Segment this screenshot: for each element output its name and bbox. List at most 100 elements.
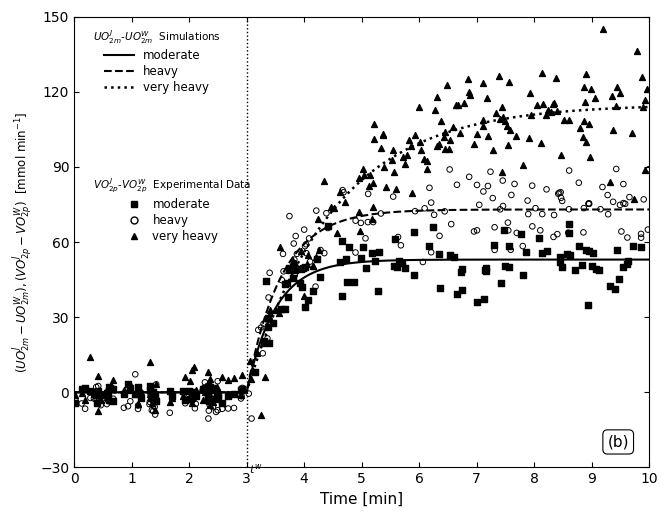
Point bbox=[472, 130, 482, 138]
Point bbox=[462, 75, 473, 83]
Point bbox=[103, 396, 114, 404]
Point bbox=[205, 401, 215, 410]
Point bbox=[312, 254, 322, 263]
Text: $t^w$: $t^w$ bbox=[250, 463, 263, 477]
Point bbox=[235, 391, 246, 399]
Point bbox=[373, 248, 384, 256]
Point bbox=[145, 394, 156, 402]
Point bbox=[337, 186, 348, 194]
Point bbox=[444, 146, 455, 154]
Point bbox=[549, 98, 559, 107]
Point bbox=[618, 180, 629, 188]
Point bbox=[263, 293, 274, 301]
Point bbox=[244, 390, 254, 398]
Point bbox=[388, 146, 399, 154]
Point bbox=[399, 160, 410, 168]
Point bbox=[531, 100, 542, 109]
Point bbox=[561, 250, 572, 258]
Point bbox=[339, 198, 350, 207]
Point bbox=[264, 269, 275, 277]
Point bbox=[453, 101, 464, 109]
Point bbox=[236, 392, 247, 400]
Point bbox=[337, 236, 347, 244]
Point bbox=[343, 242, 354, 251]
Point bbox=[132, 401, 143, 410]
Point bbox=[301, 240, 312, 249]
Point bbox=[151, 397, 161, 406]
Point bbox=[389, 235, 400, 243]
Point bbox=[500, 262, 510, 270]
Point bbox=[187, 366, 197, 375]
Point bbox=[496, 103, 507, 111]
Point bbox=[363, 190, 373, 198]
Point bbox=[598, 25, 609, 33]
Point bbox=[504, 126, 515, 134]
Point bbox=[616, 227, 627, 236]
Point bbox=[264, 339, 274, 348]
Point bbox=[132, 383, 143, 391]
Point bbox=[511, 229, 522, 237]
Point bbox=[183, 392, 194, 400]
Point bbox=[88, 388, 99, 396]
Point bbox=[118, 386, 129, 395]
Point bbox=[377, 131, 388, 139]
Point bbox=[361, 264, 371, 272]
Point bbox=[291, 265, 302, 273]
Point bbox=[335, 257, 346, 266]
Point bbox=[597, 183, 608, 191]
Point bbox=[487, 146, 498, 154]
Point bbox=[102, 400, 112, 408]
Point bbox=[574, 124, 585, 132]
Point bbox=[605, 178, 615, 186]
Point bbox=[424, 184, 435, 192]
Point bbox=[212, 394, 223, 402]
Point bbox=[180, 396, 191, 405]
Point bbox=[368, 179, 379, 187]
Point bbox=[434, 140, 444, 148]
Point bbox=[263, 314, 274, 322]
Point bbox=[479, 266, 490, 275]
Point bbox=[606, 92, 617, 100]
Point bbox=[70, 391, 81, 399]
Point bbox=[261, 277, 272, 285]
Point bbox=[503, 226, 514, 235]
Point bbox=[578, 133, 589, 141]
Point bbox=[583, 300, 593, 309]
Point bbox=[108, 395, 118, 403]
Point bbox=[548, 100, 559, 108]
Point bbox=[419, 204, 430, 212]
Point bbox=[505, 246, 516, 254]
Point bbox=[464, 88, 474, 96]
Point bbox=[444, 251, 455, 259]
Point bbox=[356, 254, 367, 262]
Point bbox=[556, 263, 567, 271]
Point bbox=[369, 135, 379, 143]
Point bbox=[434, 250, 444, 258]
Point bbox=[237, 384, 248, 392]
Point bbox=[281, 278, 292, 286]
Point bbox=[468, 227, 479, 236]
Point bbox=[91, 391, 102, 399]
Point bbox=[563, 229, 574, 237]
Point bbox=[524, 89, 535, 97]
Point bbox=[311, 253, 322, 262]
Point bbox=[93, 372, 104, 380]
Point bbox=[554, 189, 565, 197]
Point bbox=[318, 177, 329, 185]
Point bbox=[165, 409, 175, 417]
Point bbox=[448, 123, 458, 132]
Point bbox=[229, 404, 240, 412]
Point bbox=[322, 224, 333, 232]
Point bbox=[191, 400, 201, 408]
Point bbox=[189, 394, 200, 402]
Point bbox=[632, 47, 642, 55]
Point bbox=[300, 242, 310, 250]
Point bbox=[558, 116, 569, 124]
Point bbox=[265, 306, 276, 314]
Point bbox=[211, 395, 221, 404]
Point bbox=[367, 215, 377, 223]
Point bbox=[321, 209, 332, 218]
Point bbox=[250, 368, 260, 377]
Point bbox=[315, 246, 326, 254]
Point bbox=[615, 201, 626, 209]
